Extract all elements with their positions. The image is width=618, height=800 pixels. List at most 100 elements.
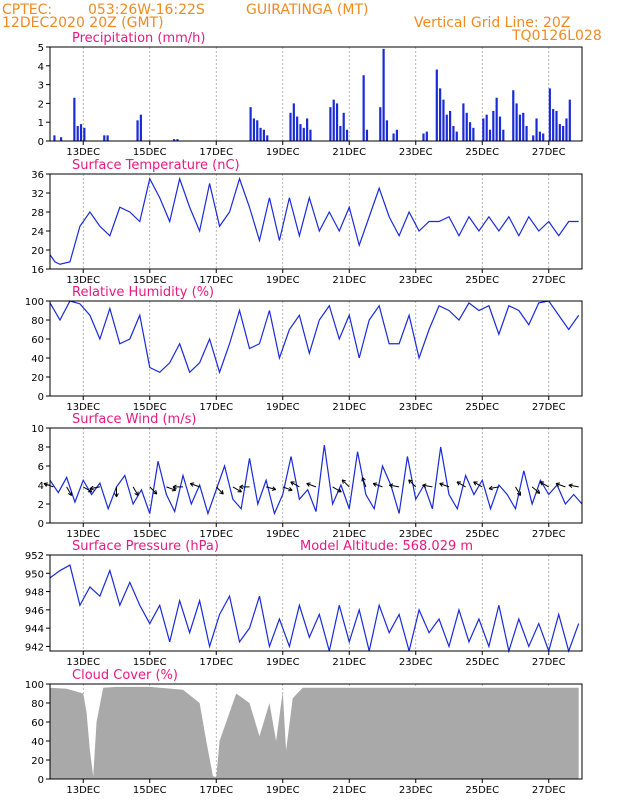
wind-arrow-head	[114, 493, 119, 498]
wind-arrow	[232, 486, 242, 493]
wind-arrow	[89, 486, 100, 490]
y-tick-label: 100	[25, 680, 44, 691]
wind-arrow-head	[172, 484, 177, 490]
precip-bar	[362, 75, 365, 141]
x-tick-label: 13DEC	[66, 402, 100, 413]
x-tick-label: 27DEC	[532, 657, 566, 668]
wind-arrow-head	[568, 483, 573, 489]
precip-bar	[173, 139, 176, 141]
x-tick-label: 21DEC	[332, 275, 366, 286]
x-tick-label: 15DEC	[133, 529, 167, 540]
wind-arrow	[515, 486, 521, 496]
precip-bar	[385, 120, 389, 141]
wind-arrow	[332, 486, 342, 493]
x-tick-label: 17DEC	[199, 529, 233, 540]
precip-bar	[379, 107, 382, 141]
panel-0: Precipitation (mm/h) 13DEC 15DEC 17DEC 19DEC…	[38, 31, 583, 158]
x-tick-label: 17DEC	[199, 275, 233, 286]
x-tick-label: 17DEC	[199, 402, 233, 413]
precip-bar	[262, 129, 265, 141]
y-tick-label: 8	[38, 443, 44, 454]
y-tick-label: 20	[31, 373, 44, 384]
wind-arrow-head	[456, 481, 461, 486]
x-tick-label: 13DEC	[66, 529, 100, 540]
x-tick-label: 21DEC	[332, 529, 366, 540]
x-tick-label: 25DEC	[465, 529, 499, 540]
precip-bar	[296, 116, 299, 141]
x-tick-label: 25DEC	[465, 147, 499, 158]
precip-bar	[106, 135, 109, 141]
precip-bar	[309, 129, 312, 141]
precip-bar	[555, 110, 558, 141]
wind-arrow	[389, 484, 400, 488]
x-tick-label: 25DEC	[465, 402, 499, 413]
x-tick-label: 19DEC	[266, 785, 300, 796]
grid-note-label: Vertical Grid Line: 20Z	[414, 15, 570, 31]
panel-frame	[49, 46, 583, 142]
precip-bar	[472, 127, 475, 141]
wind-arrow-head	[516, 491, 521, 496]
model-label: TQ0126L028	[511, 28, 602, 44]
x-tick-label: 15DEC	[133, 402, 167, 413]
series-line	[49, 564, 580, 654]
precip-bar	[485, 114, 488, 141]
y-tick-label: 60	[31, 335, 44, 346]
x-tick-label: 19DEC	[266, 402, 300, 413]
panel-title: Surface Temperature (nC)	[72, 158, 240, 173]
x-tick-label: 23DEC	[399, 785, 433, 796]
precip-bar	[59, 137, 63, 141]
x-tick-label: 25DEC	[465, 785, 499, 796]
wind-arrow-head	[189, 482, 195, 487]
wind-arrow	[555, 483, 566, 488]
wind-arrow-head	[67, 491, 73, 496]
precip-bar	[538, 131, 541, 141]
panel-4: Surface Pressure (hPa) 13DEC 15DEC 17DEC 19D…	[25, 539, 583, 668]
series-line	[49, 300, 580, 375]
wind-arrow	[422, 484, 433, 488]
y-tick-label: 2	[38, 99, 44, 110]
panel-3: Surface Wind (m/s)13DEC 15DEC 17DEC 19DEC 21…	[31, 412, 583, 540]
wind-arrow	[166, 486, 176, 491]
precip-bar	[495, 97, 498, 141]
precip-bar	[83, 127, 86, 141]
wind-arrow-head	[134, 491, 139, 496]
wind-arrow-head	[439, 482, 444, 487]
wind-arrow-head	[341, 479, 347, 484]
panel-frame	[49, 173, 583, 270]
precip-bar	[522, 112, 525, 141]
y-tick-label: 0	[38, 775, 44, 786]
y-tick-label: 24	[31, 227, 44, 238]
x-tick-label: 17DEC	[199, 147, 233, 158]
y-tick-label: 952	[25, 551, 44, 562]
wind-arrow	[265, 486, 276, 490]
wind-arrow	[282, 486, 293, 491]
x-tick-label: 27DEC	[532, 529, 566, 540]
precip-bar	[256, 120, 259, 141]
precip-bar	[339, 125, 342, 141]
y-tick-label: 948	[25, 588, 44, 599]
precip-bar	[525, 125, 528, 141]
x-tick-label: 23DEC	[399, 529, 433, 540]
y-tick-label: 944	[25, 624, 44, 635]
y-tick-label: 20	[31, 246, 44, 257]
y-tick-label: 32	[31, 189, 44, 200]
y-tick-label: 28	[31, 208, 44, 219]
y-tick-label: 10	[31, 424, 44, 435]
wind-arrow	[408, 479, 417, 488]
y-tick-label: 942	[25, 642, 44, 653]
wind-arrow-head	[422, 483, 427, 489]
x-tick-label: 23DEC	[399, 147, 433, 158]
precip-bar	[435, 69, 438, 141]
y-tick-label: 36	[31, 170, 44, 181]
x-tick-label: 19DEC	[266, 529, 300, 540]
wind-arrow	[43, 483, 54, 488]
wind-arrow	[190, 483, 200, 488]
x-tick-label: 25DEC	[465, 657, 499, 668]
x-tick-label: 15DEC	[133, 275, 167, 286]
x-tick-label: 27DEC	[532, 785, 566, 796]
wind-arrow-head	[219, 489, 224, 495]
x-tick-label: 27DEC	[532, 275, 566, 286]
altitude-label: Model Altitude: 568.029 m	[300, 539, 473, 554]
wind-arrow	[473, 481, 483, 488]
